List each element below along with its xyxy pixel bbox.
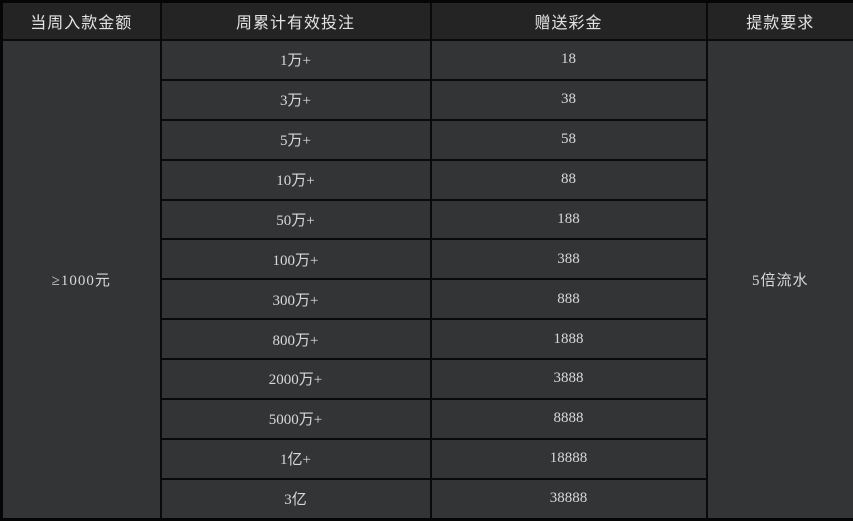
bonus-cell: 888 [429, 278, 708, 321]
bonus-cell: 58 [429, 118, 708, 161]
bet-tier-cell: 5000万+ [159, 397, 432, 440]
bonus-cell: 1888 [429, 318, 708, 360]
table-row: 100万+ 388 [2, 238, 853, 281]
bet-tier-cell: 50万+ [159, 198, 432, 241]
header-weekly-valid-bets: 周累计有效投注 [159, 0, 432, 41]
bonus-cell: 38 [429, 78, 708, 121]
bet-tier-cell: 3亿 [159, 477, 432, 521]
table-row: 5万+ 58 [2, 118, 853, 161]
bet-tier-cell: 1万+ [159, 39, 432, 81]
withdrawal-requirement-cell: 5倍流水 [705, 39, 853, 521]
bonus-cell: 188 [429, 198, 708, 241]
deposit-amount-cell: ≥1000元 [0, 39, 162, 521]
table-row: 3亿 38888 [2, 477, 853, 521]
header-row: 当周入款金额 周累计有效投注 赠送彩金 提款要求 [0, 0, 853, 41]
bet-tier-cell: 800万+ [159, 318, 432, 360]
bonus-cell: 88 [429, 158, 708, 201]
header-deposit-amount: 当周入款金额 [0, 0, 162, 41]
bonus-cell: 38888 [429, 477, 708, 521]
bet-tier-cell: 5万+ [159, 118, 432, 161]
bet-tier-cell: 10万+ [159, 158, 432, 201]
table-row: 3万+ 38 [2, 78, 853, 121]
bet-tier-cell: 1亿+ [159, 437, 432, 480]
table-row: 5000万+ 8888 [2, 397, 853, 440]
table-row: 2000万+ 3888 [2, 358, 853, 400]
table-row: 10万+ 88 [2, 158, 853, 201]
bonus-cell: 18888 [429, 437, 708, 480]
header-bonus: 赠送彩金 [429, 0, 708, 41]
bet-tier-cell: 3万+ [159, 78, 432, 121]
table-row: 1亿+ 18888 [2, 437, 853, 480]
bonus-cell: 3888 [429, 358, 708, 400]
bet-tier-cell: 100万+ [159, 238, 432, 281]
table-row: 300万+ 888 [2, 278, 853, 321]
bonus-cell: 18 [429, 39, 708, 81]
bonus-cell: 8888 [429, 397, 708, 440]
header-withdrawal-requirement: 提款要求 [705, 0, 853, 41]
table-row: 800万+ 1888 [2, 318, 853, 360]
table-row: ≥1000元 1万+ 18 5倍流水 [0, 39, 853, 521]
bet-tier-cell: 300万+ [159, 278, 432, 321]
table-row: 50万+ 188 [2, 198, 853, 241]
bet-tier-cell: 2000万+ [159, 358, 432, 400]
bonus-cell: 388 [429, 238, 708, 281]
